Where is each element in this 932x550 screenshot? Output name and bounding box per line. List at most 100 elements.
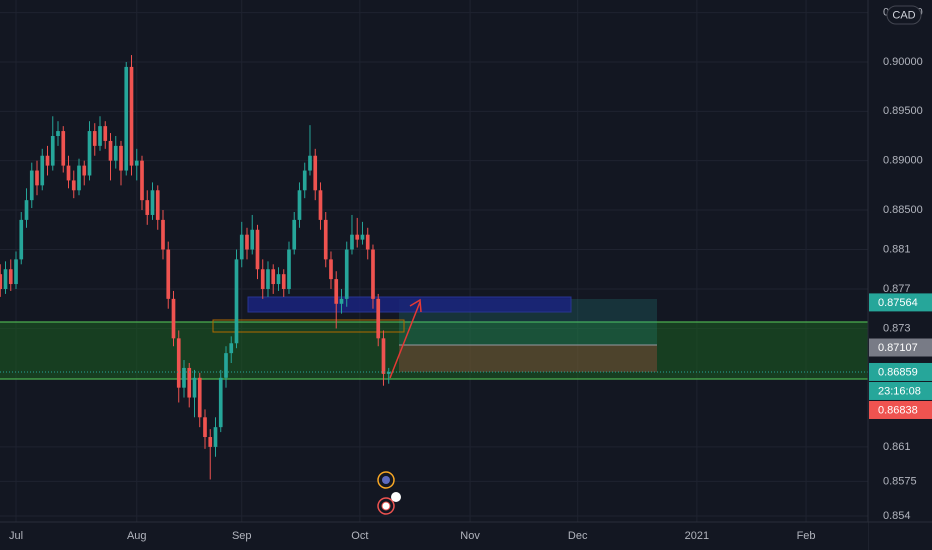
candle-body: [260, 269, 265, 289]
candle-body: [0, 274, 3, 289]
candle-body: [77, 165, 81, 191]
candle-body: [234, 259, 239, 344]
y-tick-label: 0.881: [883, 243, 911, 255]
candle-body: [229, 343, 234, 354]
candle-body: [302, 170, 307, 191]
candle-body: [66, 165, 71, 181]
price-badges: 0.87564 0.87107 0.86859 23:16:08 0.86838: [869, 293, 932, 419]
candle-body: [92, 131, 97, 146]
price-badge-label: 0.87564: [878, 297, 918, 309]
price-badge: [869, 400, 932, 419]
candle-body: [344, 249, 349, 299]
candle-body: [287, 249, 291, 289]
candle-body: [239, 234, 244, 260]
candle-body: [203, 417, 207, 438]
candle-body: [371, 249, 375, 299]
candle-body: [56, 131, 60, 137]
candle-body: [35, 170, 39, 186]
x-tick-label: Sep: [232, 530, 252, 542]
candle-body: [308, 155, 312, 171]
currency-badge[interactable]: [886, 5, 922, 25]
candle-body: [98, 126, 102, 146]
candle-body: [187, 367, 192, 398]
support-zone: [0, 322, 868, 379]
candle-body: [145, 200, 150, 215]
candles: [0, 55, 391, 480]
candle-body: [71, 180, 76, 191]
candle-body: [213, 427, 218, 447]
candle-body: [108, 140, 113, 161]
price-badge-label: 0.86838: [878, 404, 918, 416]
candle-body: [292, 219, 297, 250]
candle-body: [350, 234, 354, 250]
y-tick-label: 0.88500: [883, 204, 923, 216]
y-tick-label: 0.90000: [883, 56, 923, 68]
y-tick-label: 0.89500: [883, 105, 923, 117]
x-tick-label: Jul: [9, 530, 23, 542]
candle-body: [208, 437, 213, 447]
candle-body: [14, 259, 18, 285]
countdown-label: 23:16:08: [878, 385, 921, 397]
y-tick-label: 0.873: [883, 322, 911, 334]
price-badge: [869, 338, 932, 357]
candle-body: [182, 367, 186, 388]
candle-body: [365, 234, 370, 250]
candle-body: [313, 155, 318, 191]
candle-body: [140, 160, 144, 201]
candle-body: [276, 274, 281, 285]
event-count: [391, 492, 401, 502]
candle-body: [19, 219, 24, 260]
candle-body: [40, 155, 45, 186]
candle-body: [171, 298, 176, 339]
currency-label: CAD: [892, 9, 915, 21]
price-badge: [869, 362, 932, 381]
candle-body: [166, 249, 171, 299]
candle-body: [224, 353, 228, 378]
resistance-box: [247, 296, 572, 313]
candle-body: [250, 229, 255, 250]
candle-body: [45, 155, 50, 166]
event-flag: [381, 501, 391, 511]
x-tick-label: Aug: [127, 530, 147, 542]
y-tick-label: 0.861: [883, 441, 911, 453]
countdown-badge: [869, 381, 932, 400]
candle-body: [334, 279, 339, 304]
candle-body: [61, 131, 66, 166]
arrow: [389, 298, 422, 379]
x-tick-label: Oct: [351, 530, 368, 542]
candle-body: [134, 160, 139, 166]
candle-body: [8, 269, 13, 285]
price-badge: [869, 293, 932, 312]
candle-body: [255, 229, 260, 270]
candle-body: [355, 234, 360, 240]
candle-body: [339, 298, 344, 304]
candle-body: [197, 377, 202, 418]
candle-body: [3, 269, 8, 289]
candle-body: [271, 269, 276, 285]
candle-body: [155, 190, 160, 220]
candle-body: [150, 190, 155, 215]
candle-body: [297, 190, 302, 220]
time-axis: [0, 522, 868, 550]
candle-body: [113, 145, 118, 161]
candle-body: [124, 66, 129, 171]
candle-body: [360, 234, 365, 240]
candle-body: [176, 338, 181, 388]
candle-body: [119, 145, 123, 171]
y-tick-label: 0.8575: [883, 475, 917, 487]
x-tick-label: Nov: [460, 530, 480, 542]
candle-body: [266, 269, 270, 289]
y-tick-label: 0.854: [883, 510, 911, 522]
candle-body: [381, 338, 386, 374]
stop-area: [399, 345, 657, 372]
candle-body: [24, 200, 29, 220]
candle-body: [245, 234, 249, 250]
candle-body: [376, 298, 381, 339]
candle-body: [318, 190, 323, 220]
candle-body: [323, 219, 328, 260]
candle-body: [50, 136, 55, 166]
price-badge-label: 0.87107: [878, 342, 918, 354]
candle-body: [87, 131, 92, 176]
